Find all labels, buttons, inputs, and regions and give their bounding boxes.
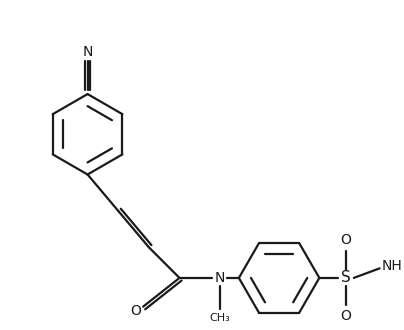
Text: CH₃: CH₃ xyxy=(209,314,230,323)
Text: O: O xyxy=(130,305,141,318)
Text: N: N xyxy=(82,45,93,59)
Text: NH: NH xyxy=(381,259,402,274)
Text: S: S xyxy=(341,270,351,285)
Text: N: N xyxy=(215,271,225,285)
Text: O: O xyxy=(341,309,351,322)
Text: O: O xyxy=(341,233,351,247)
